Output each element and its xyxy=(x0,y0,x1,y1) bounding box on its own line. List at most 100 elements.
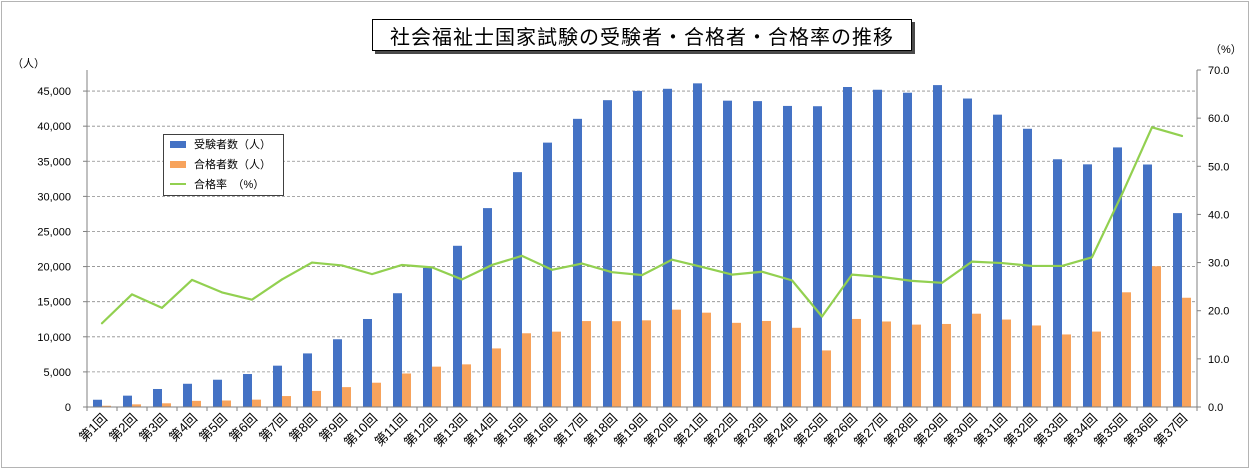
bar-examinees-11 xyxy=(393,293,402,407)
bar-examinees-14 xyxy=(483,208,492,407)
legend-swatch-pass-rate xyxy=(170,183,186,185)
y-right-tick-label: 30.0 xyxy=(1208,258,1229,270)
point-pass-rate-1 xyxy=(101,322,103,325)
bar-passers-30 xyxy=(972,313,981,407)
point-pass-rate-25 xyxy=(821,315,823,318)
y-left-tick-label: 20,000 xyxy=(37,262,71,274)
y-right-tick-label: 60.0 xyxy=(1208,113,1229,125)
bar-examinees-10 xyxy=(363,318,372,407)
bar-passers-29 xyxy=(942,323,951,407)
bar-passers-31 xyxy=(1002,319,1011,407)
y-left-tick-label: 0 xyxy=(65,402,71,414)
bar-passers-36 xyxy=(1152,266,1161,407)
x-tick-label: 第2回 xyxy=(106,411,140,445)
bar-examinees-1 xyxy=(93,399,102,407)
bar-examinees-12 xyxy=(423,267,432,407)
bar-examinees-4 xyxy=(183,383,192,407)
point-pass-rate-14 xyxy=(491,263,493,266)
y-right-tick-label: 50.0 xyxy=(1208,161,1229,173)
bar-examinees-19 xyxy=(633,90,642,407)
point-pass-rate-31 xyxy=(1001,262,1003,265)
legend-label-examinees: 受験者数（人） xyxy=(194,139,271,151)
y-left-tick-label: 35,000 xyxy=(37,156,71,168)
bar-examinees-23 xyxy=(753,101,762,408)
x-tick-label: 第8回 xyxy=(286,411,320,445)
bar-passers-22 xyxy=(732,322,741,407)
point-pass-rate-21 xyxy=(701,265,703,268)
bar-passers-20 xyxy=(672,309,681,407)
bar-passers-4 xyxy=(192,400,201,407)
x-tick-label: 第7回 xyxy=(256,411,290,445)
bar-passers-33 xyxy=(1062,334,1071,407)
bar-examinees-30 xyxy=(963,98,972,407)
point-pass-rate-34 xyxy=(1091,256,1093,259)
y-left-tick-label: 15,000 xyxy=(37,297,71,309)
bar-examinees-24 xyxy=(783,105,792,408)
point-pass-rate-22 xyxy=(731,273,733,276)
bar-examinees-2 xyxy=(123,395,132,407)
bar-examinees-3 xyxy=(153,388,162,407)
point-pass-rate-7 xyxy=(281,278,283,281)
series-pass-rate xyxy=(100,126,1184,325)
bar-passers-1 xyxy=(102,405,111,407)
legend-label-passers: 合格者数（人） xyxy=(194,159,271,171)
point-pass-rate-29 xyxy=(941,281,943,284)
y-right-tick-label: 20.0 xyxy=(1208,306,1229,318)
point-pass-rate-10 xyxy=(371,273,373,276)
point-pass-rate-23 xyxy=(761,270,763,273)
bar-passers-26 xyxy=(852,318,861,407)
point-pass-rate-18 xyxy=(611,271,613,274)
bar-examinees-17 xyxy=(573,118,582,407)
point-pass-rate-35 xyxy=(1121,193,1123,196)
bar-examinees-16 xyxy=(543,142,552,407)
point-pass-rate-24 xyxy=(791,279,793,282)
point-pass-rate-19 xyxy=(641,274,643,277)
bar-examinees-32 xyxy=(1023,128,1032,407)
bar-examinees-7 xyxy=(273,365,282,407)
x-tick-label: 第6回 xyxy=(226,411,260,445)
bar-examinees-8 xyxy=(303,353,312,407)
chart-title: 社会福祉士国家試験の受験者・合格者・合格率の推移 xyxy=(390,26,894,49)
x-tick-label: 第5回 xyxy=(196,411,230,445)
bar-passers-7 xyxy=(282,396,291,407)
point-pass-rate-17 xyxy=(581,262,583,265)
bar-examinees-6 xyxy=(243,374,252,407)
bar-passers-8 xyxy=(312,390,321,407)
y-left-tick-label: 30,000 xyxy=(37,191,71,203)
bar-passers-16 xyxy=(552,331,561,407)
point-pass-rate-13 xyxy=(461,278,463,281)
bar-examinees-35 xyxy=(1113,147,1122,407)
point-pass-rate-16 xyxy=(551,268,553,271)
bars xyxy=(93,83,1191,408)
bar-passers-28 xyxy=(912,324,921,407)
bar-passers-17 xyxy=(582,321,591,407)
point-pass-rate-9 xyxy=(341,264,343,267)
point-pass-rate-26 xyxy=(851,273,853,276)
y-right-tick-label: 10.0 xyxy=(1208,354,1229,366)
bar-examinees-37 xyxy=(1173,213,1182,407)
legend-swatch-examinees xyxy=(170,140,186,148)
bar-examinees-15 xyxy=(513,172,522,407)
point-pass-rate-3 xyxy=(161,306,163,309)
point-pass-rate-15 xyxy=(521,254,523,257)
point-pass-rate-32 xyxy=(1031,264,1033,267)
bar-passers-15 xyxy=(522,333,531,407)
bar-passers-23 xyxy=(762,320,771,407)
legend-label-pass-rate: 合格率 （%） xyxy=(194,179,265,191)
bar-examinees-9 xyxy=(333,339,342,407)
x-tick-label: 第10回 xyxy=(341,411,380,450)
y-right-tick-label: 70.0 xyxy=(1208,65,1229,77)
y-left-tick-label: 10,000 xyxy=(37,332,71,344)
y-left-tick-label: 5,000 xyxy=(43,367,71,379)
x-tick-label: 第4回 xyxy=(166,411,200,445)
y-right-unit-label: （%） xyxy=(1210,44,1242,56)
chart-title-box: 社会福祉士国家試験の受験者・合格者・合格率の推移 xyxy=(372,19,912,51)
x-tick-label: 第1回 xyxy=(76,411,110,445)
y-left-unit-label: （人） xyxy=(12,58,45,70)
bar-examinees-18 xyxy=(603,100,612,408)
bar-passers-27 xyxy=(882,321,891,407)
bar-passers-19 xyxy=(642,320,651,407)
bar-examinees-34 xyxy=(1083,164,1092,407)
